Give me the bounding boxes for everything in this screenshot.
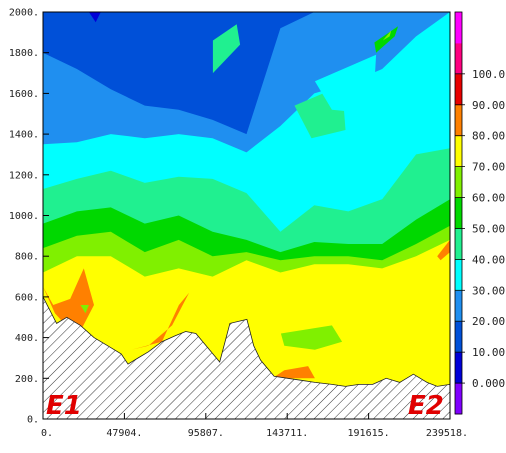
colorbar-segment-11 [455, 42, 462, 75]
x-tick-label: 191615. [348, 428, 390, 439]
colorbar-label: 10.00 [472, 346, 505, 359]
contour-patch-1 [131, 292, 190, 350]
contour-patch-0 [43, 268, 94, 338]
plot-area [43, 12, 450, 419]
colorbar-segment-6 [455, 197, 462, 229]
y-tick-label: 1600. [9, 89, 39, 100]
colorbar-segment-12 [455, 12, 462, 44]
colorbar-segment-4 [455, 259, 462, 291]
colorbar-label: 100.0 [472, 68, 505, 81]
colorbar: 0.000 10.00 20.00 30.00 40.00 50.00 60.00 70.00… [454, 11, 505, 415]
y-tick-label: 1800. [9, 48, 39, 59]
colorbar-frame [454, 11, 463, 415]
contour-patch-2 [272, 366, 315, 379]
x-axis: 0. 47904. 95807. 143711. 191615. 239518. [41, 413, 468, 439]
contour-patch-3 [437, 239, 450, 261]
colorbar-label: 90.00 [472, 99, 505, 112]
colorbar-segment-10 [455, 73, 462, 106]
y-tick-label: 400. [15, 333, 39, 344]
contour-patches [43, 12, 450, 379]
colorbar-label: 80.00 [472, 130, 505, 143]
x-tick-label: 0. [41, 428, 53, 439]
y-tick-label: 2000. [9, 8, 39, 19]
y-tick-label: 1200. [9, 170, 39, 181]
terrain-hatch [43, 296, 450, 419]
contour-patch-5 [80, 305, 89, 314]
contour-patch-8 [374, 26, 399, 53]
contour-patch-12 [88, 12, 101, 23]
y-tick-label: 200. [15, 374, 39, 385]
y-tick-label: 600. [15, 292, 39, 303]
colorbar-label: 30.00 [472, 284, 505, 297]
colorbar-segment-9 [455, 104, 462, 137]
colorbar-segment-5 [455, 228, 462, 260]
y-tick-label: 1400. [9, 130, 39, 141]
x-tick-label: 47904. [106, 428, 142, 439]
endpoint-label-e1: E1 [46, 391, 82, 421]
contour-patch-9 [382, 30, 392, 41]
contour-patch-7 [212, 24, 241, 74]
colorbar-segment-3 [455, 290, 462, 322]
colorbar-segment-1 [455, 352, 462, 384]
contour-patch-4 [280, 325, 343, 350]
y-axis: 0. 200. 400. 600. 800. 1000. 1200. 1400. 1600. 18… [9, 8, 49, 426]
colorbar-segment-8 [455, 135, 462, 168]
colorbar-segment-2 [455, 321, 462, 353]
colorbar-label: 20.00 [472, 315, 505, 328]
colorbar-label: 60.00 [472, 192, 505, 205]
colorbar-label: 40.00 [472, 253, 505, 266]
x-tick-label: 143711. [266, 428, 308, 439]
y-tick-label: 800. [15, 252, 39, 263]
endpoint-label-e2: E2 [408, 391, 444, 421]
y-tick-label: 0. [27, 415, 39, 426]
colorbar-label: 50.00 [472, 222, 505, 235]
y-tick-label: 1000. [9, 211, 39, 222]
colorbar-segment-0 [455, 383, 462, 415]
colorbar-segment-7 [455, 166, 462, 198]
x-tick-label: 239518. [426, 428, 468, 439]
colorbar-label: 0.000 [472, 377, 505, 390]
colorbar-label: 70.00 [472, 161, 505, 174]
x-tick-label: 95807. [188, 428, 224, 439]
contour-patch-10 [314, 54, 377, 114]
